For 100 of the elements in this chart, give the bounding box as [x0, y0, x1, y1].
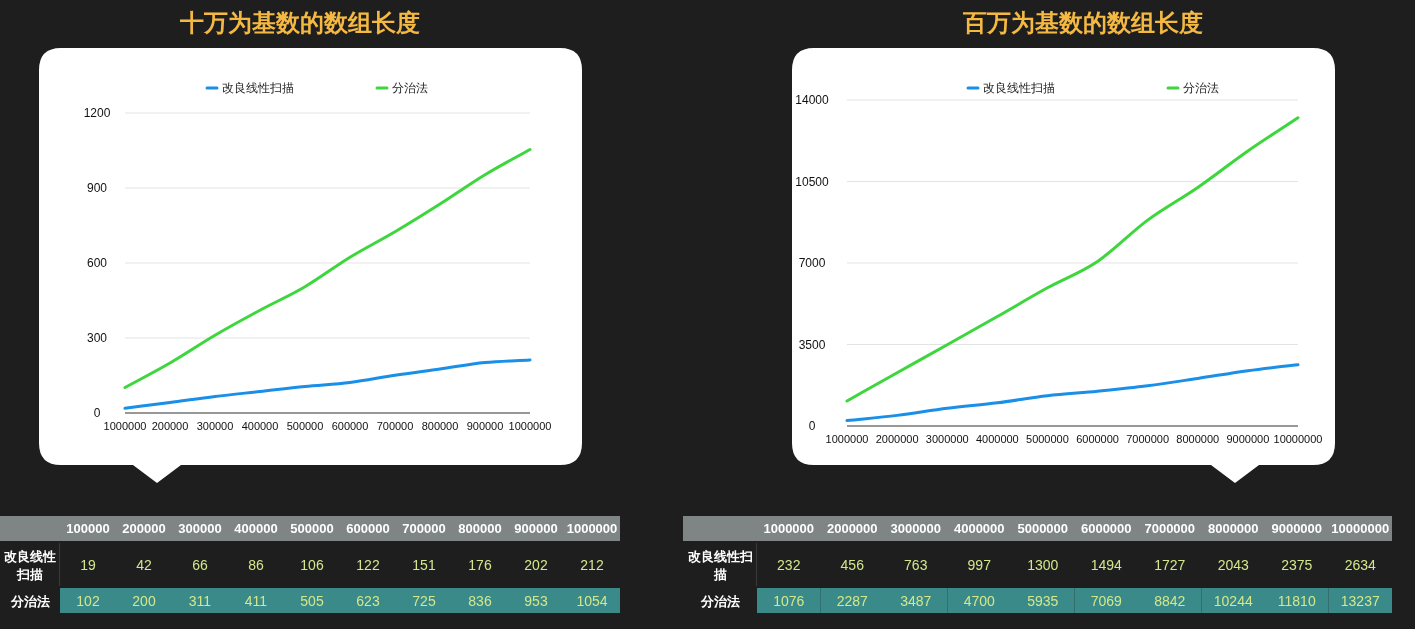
data-label: 1300 — [1027, 556, 1059, 573]
x-tick-label: 400000 — [241, 420, 279, 432]
x-tick-label: 3000000 — [890, 521, 942, 536]
y-tick-label: 3500 — [798, 337, 826, 352]
data-label: 2043 — [1217, 556, 1250, 573]
x-tick-label: 10000000 — [1273, 433, 1323, 445]
y-tick-label: 7000 — [798, 256, 826, 270]
data-label: 202 — [524, 556, 548, 573]
data-label: 1054 — [576, 592, 608, 609]
x-tick-label: 2000000 — [875, 433, 919, 445]
x-tick-label: 200000 — [151, 420, 189, 432]
data-label: 19 — [80, 556, 96, 573]
x-tick-label: 6000000 — [1076, 433, 1119, 445]
data-label: 176 — [468, 556, 492, 573]
data-label: 7069 — [1090, 592, 1123, 609]
y-tick-label: 0 — [808, 419, 816, 433]
data-label: 232 — [777, 556, 801, 573]
data-label: 623 — [356, 592, 380, 609]
x-tick-label: 8000000 — [1176, 433, 1220, 445]
data-label: 411 — [244, 592, 268, 609]
x-tick-label: 2000000 — [826, 521, 878, 536]
data-label: 2634 — [1344, 556, 1377, 573]
x-tick-label: 500000 — [286, 420, 324, 432]
data-label: 2287 — [836, 592, 869, 609]
legend-label: 分治法 — [1183, 81, 1219, 95]
data-label: 86 — [248, 556, 264, 573]
data-label: 10244 — [1213, 592, 1253, 609]
y-tick-label: 10500 — [795, 174, 830, 189]
x-tick-label: 4000000 — [975, 433, 1019, 445]
data-label: 1076 — [773, 592, 805, 609]
data-label: 456 — [840, 556, 865, 573]
data-label: 725 — [412, 592, 436, 609]
y-tick-label: 14000 — [795, 93, 830, 107]
data-label: 106 — [300, 556, 324, 573]
x-tick-label: 500000 — [290, 521, 334, 536]
x-tick-label: 1000000 — [825, 433, 869, 445]
x-tick-label: 600000 — [331, 420, 369, 432]
y-tick-label: 900 — [86, 181, 108, 195]
data-label: 836 — [468, 592, 492, 609]
x-tick-label: 3000000 — [925, 433, 969, 445]
x-tick-label: 800000 — [458, 521, 502, 536]
x-tick-label: 1000000 — [103, 420, 147, 432]
line-series — [123, 358, 532, 410]
legend-label: 分治法 — [392, 81, 428, 95]
x-tick-label: 7000000 — [1144, 521, 1196, 536]
legend-label: 改良线性扫描 — [983, 81, 1055, 95]
x-tick-label: 1000000 — [508, 420, 552, 432]
x-tick-label: 800000 — [421, 420, 459, 432]
data-label: 1727 — [1154, 556, 1186, 573]
x-tick-label: 900000 — [514, 521, 558, 536]
x-tick-label: 5000000 — [1026, 433, 1069, 445]
legend-label: 改良线性扫描 — [222, 81, 294, 95]
x-tick-label: 1000000 — [566, 521, 618, 536]
data-label: 4700 — [963, 592, 996, 609]
x-tick-label: 700000 — [402, 521, 446, 536]
x-tick-label: 300000 — [178, 521, 222, 536]
y-tick-label: 0 — [93, 406, 101, 420]
data-label: 42 — [136, 556, 152, 573]
line-series — [845, 363, 1300, 423]
data-label: 3487 — [900, 592, 932, 609]
x-tick-label: 6000000 — [1080, 521, 1132, 536]
data-label: 66 — [192, 556, 208, 573]
x-tick-label: 700000 — [376, 420, 414, 432]
data-label: 311 — [188, 592, 212, 609]
data-label: 505 — [300, 592, 324, 609]
data-label: 13237 — [1340, 592, 1380, 609]
data-label: 997 — [967, 556, 992, 573]
x-tick-label: 5000000 — [1017, 521, 1069, 536]
data-label: 122 — [356, 556, 380, 573]
x-tick-label: 900000 — [466, 420, 504, 432]
x-tick-label: 8000000 — [1207, 521, 1259, 536]
x-tick-label: 7000000 — [1126, 433, 1170, 445]
x-tick-label: 4000000 — [953, 521, 1005, 536]
line-series — [123, 148, 532, 389]
data-label: 1494 — [1090, 556, 1123, 573]
data-label: 2375 — [1281, 556, 1313, 573]
x-tick-label: 200000 — [122, 521, 166, 536]
x-tick-label: 9000000 — [1226, 433, 1270, 445]
data-label: 763 — [904, 556, 928, 573]
data-label: 11810 — [1277, 592, 1316, 609]
data-label: 8842 — [1154, 592, 1186, 609]
x-tick-label: 100000 — [66, 521, 110, 536]
y-tick-label: 1200 — [83, 106, 111, 120]
y-tick-label: 300 — [86, 331, 108, 345]
x-tick-label: 9000000 — [1271, 521, 1323, 536]
y-tick-label: 600 — [86, 256, 108, 270]
x-tick-label: 1000000 — [763, 521, 815, 536]
chart-title: 百万为基数的数组长度 — [962, 9, 1203, 36]
data-label: 102 — [76, 592, 100, 609]
chart-title: 十万为基数的数组长度 — [179, 9, 420, 36]
data-label: 200 — [132, 592, 156, 609]
x-tick-label: 10000000 — [1331, 521, 1390, 536]
x-tick-label: 400000 — [234, 521, 278, 536]
x-tick-label: 300000 — [196, 420, 234, 432]
x-tick-label: 600000 — [346, 521, 390, 536]
line-series — [845, 116, 1300, 403]
data-label: 212 — [580, 556, 604, 573]
data-label: 151 — [412, 556, 436, 573]
data-label: 5935 — [1027, 592, 1059, 609]
data-label: 953 — [524, 592, 548, 609]
